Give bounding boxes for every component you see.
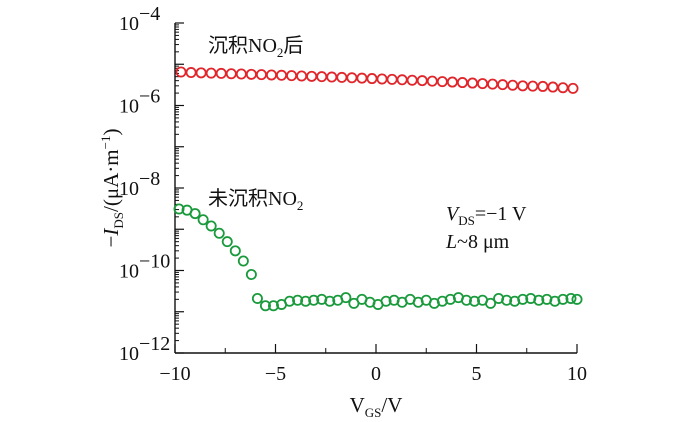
data-point	[366, 73, 378, 85]
y-tick-exponent: −4	[139, 3, 160, 25]
data-point	[326, 71, 338, 83]
x-tick-label: 5	[472, 363, 482, 385]
data-point	[205, 67, 217, 79]
x-axis-label: VGS/V	[350, 393, 403, 420]
data-point	[497, 79, 509, 91]
data-point	[501, 294, 513, 306]
data-point	[267, 300, 279, 312]
data-point	[229, 245, 241, 257]
data-point	[376, 73, 388, 85]
data-point	[185, 67, 197, 79]
data-point	[487, 78, 499, 90]
data-point	[485, 297, 497, 309]
data-point	[507, 79, 519, 91]
series-after-no2	[175, 66, 579, 94]
data-point	[245, 68, 257, 80]
y-axis-label: −IDS/(μA·m−1)	[98, 129, 126, 248]
x-tick-label: 0	[371, 363, 381, 385]
data-point	[284, 295, 296, 307]
data-point	[386, 73, 398, 85]
data-point	[175, 66, 187, 78]
data-point	[436, 76, 448, 88]
series-label-after-no2: 沉积NO2后	[208, 34, 303, 60]
data-point	[195, 67, 207, 79]
data-point	[213, 227, 225, 239]
data-point	[426, 75, 438, 87]
data-point	[276, 69, 288, 81]
data-point	[406, 74, 418, 86]
data-point	[300, 295, 312, 307]
data-point	[565, 292, 577, 304]
y-tick-label: 10	[119, 178, 139, 200]
data-point	[557, 293, 569, 305]
x-tick-label: −5	[265, 363, 286, 385]
data-point	[346, 72, 358, 84]
annotation-vds: VDS=−1 V	[446, 203, 527, 228]
data-point	[259, 300, 271, 312]
data-point	[255, 69, 267, 81]
data-point	[356, 72, 368, 84]
data-point	[533, 294, 545, 306]
data-point	[547, 81, 559, 93]
x-tick-label: −10	[159, 363, 190, 385]
data-point	[466, 77, 478, 89]
data-point	[340, 292, 352, 304]
data-point	[235, 68, 247, 80]
y-tick-exponent: −12	[139, 333, 170, 355]
series-label-before-no2: 未沉积NO2	[208, 187, 303, 213]
data-point	[517, 80, 529, 92]
data-point	[245, 268, 257, 280]
y-tick-exponent: −8	[139, 168, 160, 190]
data-point	[205, 220, 217, 232]
data-point	[197, 214, 209, 226]
series-before-no2	[173, 203, 583, 312]
data-point	[251, 292, 263, 304]
data-point	[286, 70, 298, 82]
data-point	[527, 80, 539, 92]
data-point	[292, 294, 304, 306]
data-point	[468, 295, 480, 307]
data-point	[380, 295, 392, 307]
data-point	[189, 208, 201, 220]
y-tick-label: 10	[119, 343, 139, 365]
data-point	[225, 68, 237, 80]
data-series	[173, 66, 583, 312]
data-point	[173, 203, 185, 215]
data-point	[308, 294, 320, 306]
data-point	[571, 293, 583, 305]
data-point	[324, 295, 336, 307]
y-tick-label: 10	[119, 13, 139, 35]
data-point	[237, 255, 249, 267]
annotation-length: L~8 μm	[445, 231, 510, 253]
data-point	[517, 293, 529, 305]
data-point	[416, 75, 428, 87]
data-point	[557, 82, 569, 94]
data-point	[336, 71, 348, 83]
y-tick-exponent: −10	[139, 251, 170, 273]
data-point	[396, 74, 408, 86]
data-point	[456, 77, 468, 89]
data-point	[296, 70, 308, 82]
data-point	[460, 294, 472, 306]
data-point	[221, 236, 233, 248]
data-point	[477, 78, 489, 90]
tick-marks	[174, 22, 578, 354]
data-point	[265, 69, 277, 81]
x-tick-label: 10	[567, 363, 587, 385]
data-point	[215, 67, 227, 79]
y-tick-label: 10	[119, 261, 139, 283]
data-point	[306, 70, 318, 82]
data-point	[567, 82, 579, 94]
data-point	[537, 80, 549, 92]
y-tick-label: 10	[119, 96, 139, 118]
y-tick-exponent: −6	[139, 86, 160, 108]
data-point	[316, 71, 328, 83]
data-point	[446, 76, 458, 88]
